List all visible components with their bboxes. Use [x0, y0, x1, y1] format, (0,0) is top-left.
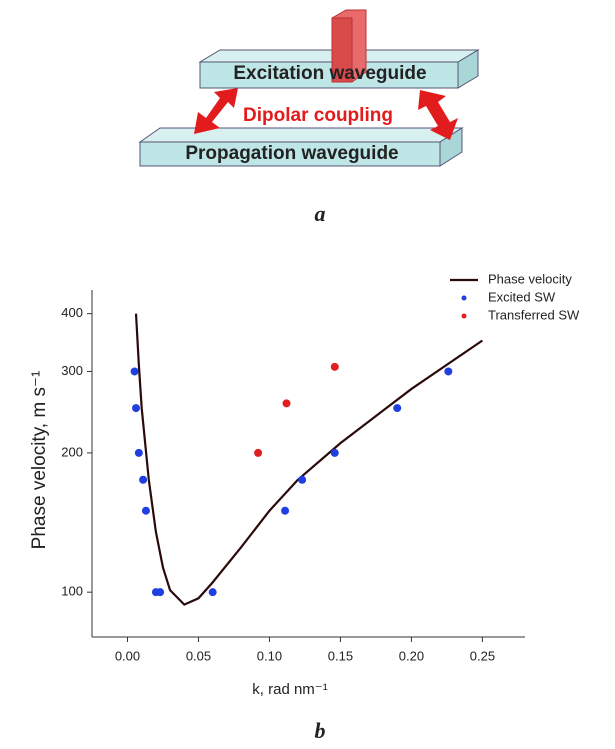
x-tick-label: 0.25	[470, 648, 495, 663]
propagation-slab-top	[138, 127, 464, 143]
y-tick-label: 100	[61, 584, 83, 599]
caption-a: a	[315, 201, 326, 226]
propagation-slab-side	[439, 127, 463, 167]
x-axis-label: k, rad nm⁻¹	[252, 681, 327, 698]
data-point	[156, 588, 165, 597]
coupling-label: Dipolar coupling	[243, 105, 393, 126]
excitation-slab-side	[457, 49, 479, 89]
diagram: Excitation waveguide Dipolar coupling Pr…	[138, 9, 480, 226]
data-point	[254, 448, 263, 457]
data-point	[393, 404, 402, 413]
x-tick-label: 0.15	[328, 648, 353, 663]
data-point	[139, 475, 148, 484]
data-point	[141, 506, 150, 515]
data-point	[282, 399, 291, 408]
excitation-label: Excitation waveguide	[233, 63, 426, 84]
y-tick-label: 400	[61, 305, 83, 320]
legend-label: Transferred SW	[488, 307, 580, 322]
x-tick-label: 0.20	[399, 648, 424, 663]
y-tick-label: 200	[61, 444, 83, 459]
propagation-label: Propagation waveguide	[185, 143, 398, 164]
antenna-front	[331, 17, 353, 83]
data-point	[444, 367, 453, 376]
y-tick-label: 300	[61, 363, 83, 378]
data-point	[281, 506, 290, 515]
y-axis-label: Phase velocity, m s⁻¹	[29, 371, 50, 550]
data-point	[298, 475, 307, 484]
legend-marker	[461, 313, 467, 319]
data-point	[134, 448, 143, 457]
legend-marker	[461, 295, 467, 301]
data-point	[330, 448, 339, 457]
data-point	[208, 588, 217, 597]
legend-label: Excited SW	[488, 289, 556, 304]
data-point	[132, 404, 141, 413]
x-tick-label: 0.05	[186, 648, 211, 663]
x-tick-label: 0.00	[115, 648, 140, 663]
legend-label: Phase velocity	[488, 271, 572, 286]
caption-b: b	[315, 718, 326, 743]
data-point	[130, 367, 139, 376]
phase-velocity-line	[134, 313, 484, 606]
x-tick-label: 0.10	[257, 648, 282, 663]
coupling-arrow-right	[418, 90, 458, 140]
coupling-arrow-left	[194, 88, 238, 134]
chart: b k, rad nm⁻¹ Phase velocity, m s⁻¹ 100 2…	[29, 271, 580, 743]
data-point	[330, 362, 339, 371]
